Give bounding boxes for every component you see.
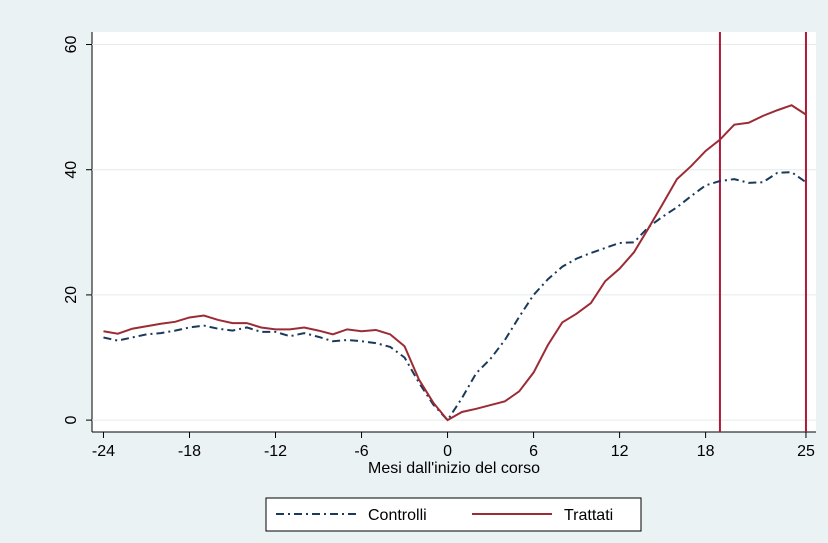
x-tick-label: 0 [443, 443, 452, 460]
x-tick-label: -12 [264, 443, 287, 460]
x-tick-label: 12 [611, 443, 629, 460]
legend-label: Trattati [564, 507, 613, 524]
x-tick-label: 25 [797, 443, 815, 460]
x-tick-label: -18 [178, 443, 201, 460]
plot-area [92, 32, 816, 432]
x-tick-label: -24 [92, 443, 115, 460]
y-tick-label: 60 [63, 36, 80, 54]
y-tick-label: 20 [63, 286, 80, 304]
series-line [103, 104, 807, 422]
x-tick-label: -6 [354, 443, 368, 460]
y-tick-label: 40 [63, 161, 80, 179]
legend-label: Controlli [368, 507, 427, 524]
x-axis-label: Mesi dall'inizio del corso [368, 460, 540, 477]
series-line [103, 171, 807, 422]
x-tick-label: 6 [529, 443, 538, 460]
x-tick-label: 18 [697, 443, 715, 460]
legend [265, 497, 642, 532]
y-tick-label: 0 [63, 416, 80, 425]
